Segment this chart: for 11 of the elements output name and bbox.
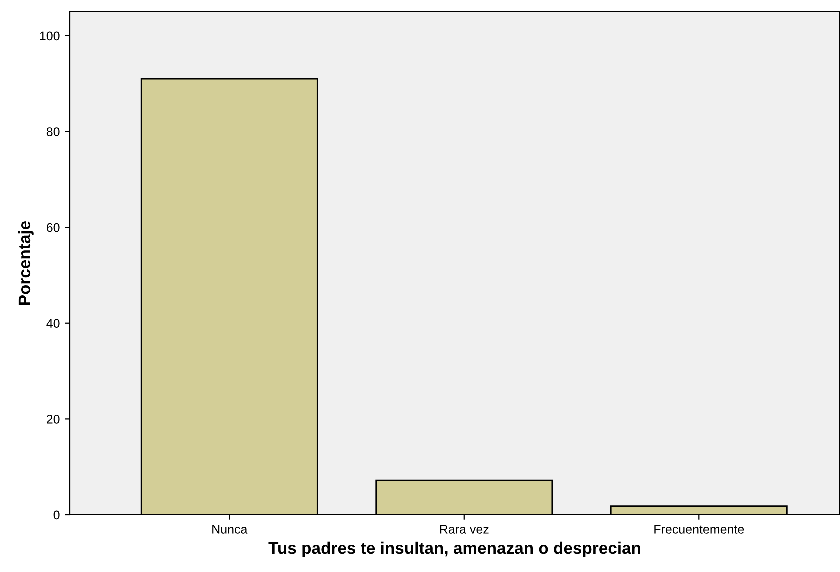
x-tick-label: Frecuentemente: [654, 525, 744, 534]
y-tick-label: 100: [40, 32, 60, 41]
y-tick-label: 60: [47, 223, 60, 232]
y-tick-label: 40: [46, 319, 60, 328]
x-tick-label: Nunca: [212, 525, 248, 534]
y-axis-title: Porcentaje: [18, 221, 34, 305]
y-tick-label: 80: [46, 128, 60, 136]
x-axis-title: Tus padres te insultan, amenazan o desprecian: [268, 542, 640, 558]
y-tick-label: 0: [54, 510, 60, 520]
y-tick-label: 20: [47, 414, 60, 424]
x-tick-label: Rara vez: [440, 525, 489, 534]
